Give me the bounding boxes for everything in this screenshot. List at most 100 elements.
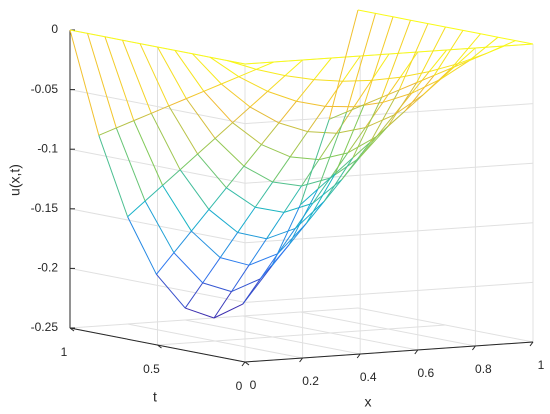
- x-tick-label: 1: [538, 358, 545, 372]
- mesh-line: [411, 71, 430, 94]
- z-tick-label: -0.2: [37, 261, 58, 275]
- mesh-line: [221, 76, 239, 85]
- mesh-line: [122, 39, 141, 45]
- mesh-line: [285, 75, 314, 81]
- mesh-line: [399, 51, 419, 78]
- mesh-line: [288, 188, 319, 245]
- mesh-line: [358, 126, 389, 159]
- mesh-line: [323, 157, 354, 202]
- mesh-line: [417, 49, 447, 53]
- x-tick-label: 0: [250, 378, 257, 392]
- mesh-line: [256, 61, 274, 70]
- tick-mark: [471, 345, 476, 351]
- mesh-line: [226, 165, 245, 189]
- mesh-line: [341, 141, 371, 181]
- mesh-line: [244, 61, 274, 65]
- mesh-line: [300, 188, 319, 206]
- mesh-line: [422, 67, 453, 96]
- x-tick-label: 0.4: [360, 370, 377, 384]
- mesh-line: [213, 291, 232, 319]
- mesh-line: [353, 80, 372, 108]
- mesh-line: [266, 212, 285, 240]
- mesh-line: [317, 111, 348, 190]
- x-tick-label: 0.8: [475, 362, 492, 376]
- mesh-line: [185, 98, 216, 139]
- mesh-line: [312, 177, 331, 204]
- mesh-line: [352, 97, 383, 158]
- mesh-line: [243, 165, 273, 183]
- mesh-line: [387, 82, 418, 127]
- mesh-line: [115, 127, 146, 202]
- mesh-line: [191, 209, 210, 232]
- mesh-line: [480, 33, 499, 38]
- mesh-line: [307, 106, 326, 132]
- mesh-line: [306, 173, 336, 224]
- mesh-line: [116, 120, 134, 129]
- mesh-line: [214, 138, 245, 167]
- mesh-line: [318, 132, 337, 160]
- mesh-line: [238, 68, 257, 78]
- mesh-line: [301, 177, 331, 187]
- mesh-line: [186, 90, 204, 100]
- mesh-line: [313, 57, 332, 80]
- mesh-line: [219, 232, 239, 258]
- mesh-line: [445, 26, 464, 31]
- mesh-line: [98, 135, 129, 217]
- mesh-line: [375, 12, 394, 18]
- mesh-line: [139, 43, 158, 48]
- mesh-line: [504, 43, 534, 47]
- mesh-line: [416, 74, 435, 84]
- mesh-line: [360, 53, 390, 57]
- mesh-line: [209, 56, 228, 62]
- mesh-line: [156, 273, 186, 309]
- mesh-line: [486, 40, 516, 54]
- mesh-line: [237, 231, 267, 240]
- mesh-line: [168, 98, 187, 107]
- mesh-line: [405, 74, 435, 112]
- y-tick-label: 0.5: [143, 362, 160, 376]
- mesh-line: [382, 92, 412, 103]
- mesh-line: [168, 105, 199, 155]
- z-tick-label: -0.1: [37, 141, 58, 155]
- mesh-line: [237, 206, 256, 233]
- mesh-line: [336, 106, 355, 134]
- grid-line: [244, 281, 534, 303]
- mesh-line: [272, 156, 291, 183]
- mesh-line: [283, 185, 302, 213]
- grid-line: [69, 208, 246, 244]
- mesh-line: [133, 120, 164, 186]
- mesh-line: [317, 173, 336, 190]
- mesh-line: [127, 216, 157, 275]
- mesh-line: [278, 122, 308, 133]
- mesh-line: [248, 238, 267, 266]
- mesh-line: [428, 63, 459, 73]
- grid-line: [69, 148, 246, 184]
- mesh-line: [133, 112, 152, 122]
- mesh-line: [197, 137, 216, 155]
- mesh-line: [289, 131, 309, 158]
- mesh-line: [302, 57, 332, 61]
- mesh-line: [249, 90, 268, 108]
- mesh-line: [428, 49, 447, 72]
- mesh-line: [381, 89, 400, 98]
- t-axis-label: t: [153, 389, 157, 405]
- mesh-line: [376, 114, 395, 137]
- tick-mark: [241, 361, 246, 367]
- mesh-line: [156, 252, 175, 275]
- mesh-line: [388, 51, 418, 55]
- mesh-line: [197, 153, 227, 189]
- mesh-line: [284, 59, 303, 77]
- mesh-line: [347, 127, 366, 154]
- mesh-line: [475, 45, 505, 49]
- mesh-line: [104, 36, 135, 121]
- mesh-line: [357, 9, 376, 14]
- mesh-line: [272, 181, 302, 187]
- mesh-line: [296, 79, 315, 102]
- grid-line: [69, 89, 246, 125]
- mesh-line: [69, 29, 100, 136]
- mesh-line: [271, 244, 290, 267]
- mesh-line: [203, 90, 233, 124]
- mesh-line: [299, 119, 330, 205]
- mesh-line: [248, 253, 278, 266]
- mesh-line: [288, 222, 307, 246]
